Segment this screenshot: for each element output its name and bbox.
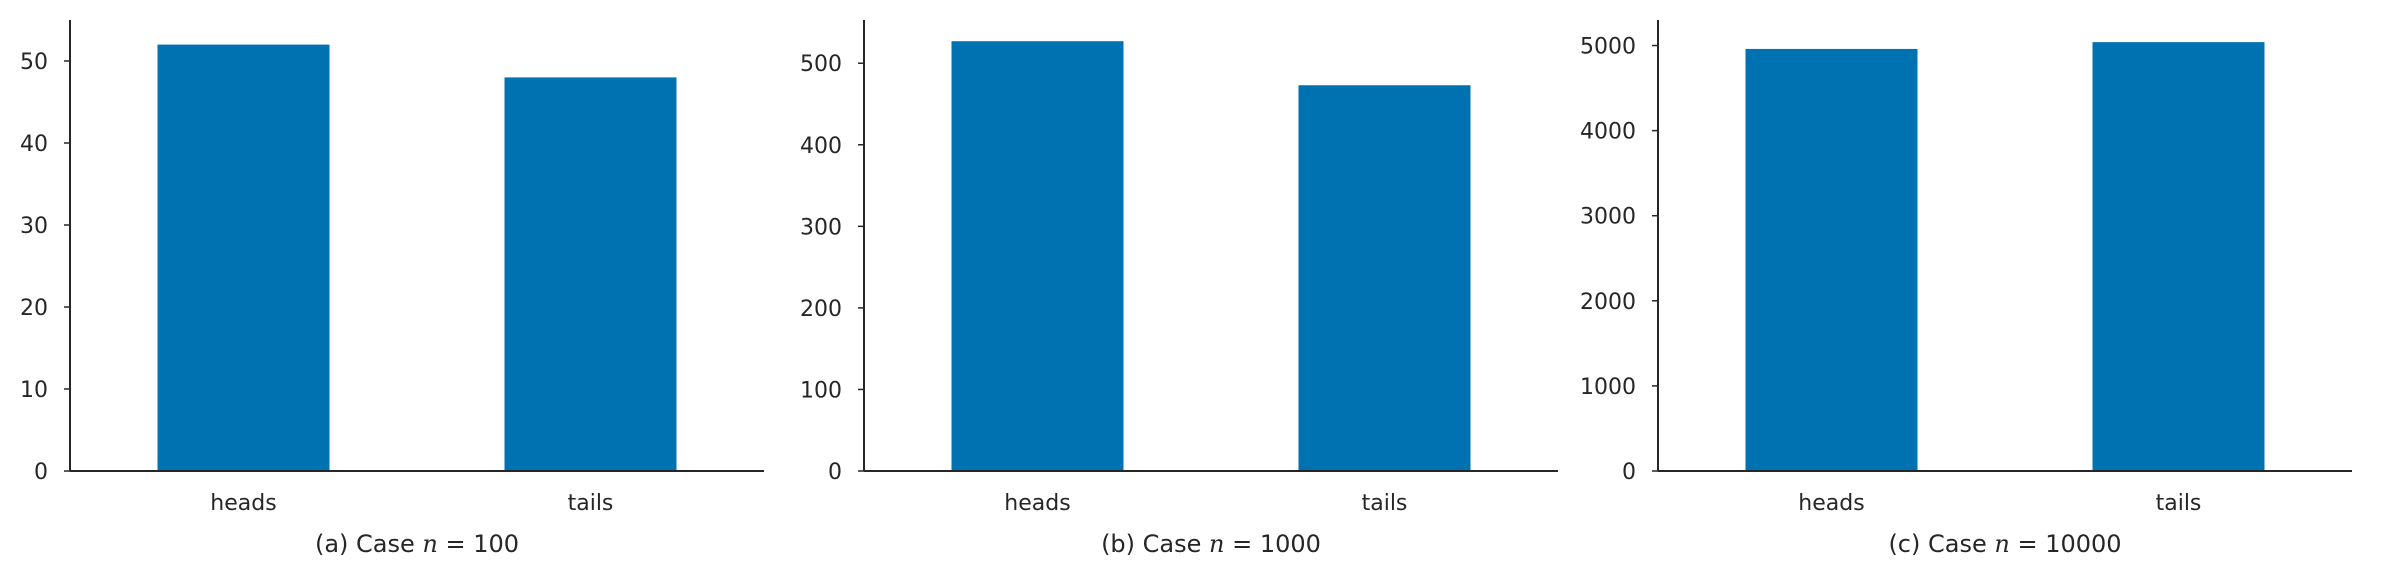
subfigure-caption-c: (c) Case n = 10000 bbox=[1888, 530, 2121, 558]
x-tick-label: tails bbox=[568, 491, 614, 516]
caption-equals: = bbox=[2010, 530, 2045, 558]
caption-value: 10000 bbox=[2045, 530, 2121, 558]
bar-a-heads bbox=[157, 44, 330, 471]
caption-variable: n bbox=[1994, 530, 2009, 558]
caption-equals: = bbox=[1224, 530, 1259, 558]
bar-c-tails bbox=[2092, 42, 2265, 472]
y-tick-label: 1000 bbox=[1580, 375, 1636, 400]
bar-a-tails bbox=[504, 77, 677, 472]
caption-equals: = bbox=[438, 530, 473, 558]
caption-variable: n bbox=[1209, 530, 1224, 558]
caption-variable: n bbox=[422, 530, 437, 558]
caption-prefix: (b) Case bbox=[1101, 530, 1209, 558]
x-tick-label: heads bbox=[1004, 491, 1070, 516]
y-tick-label: 500 bbox=[800, 52, 842, 77]
y-tick-label: 20 bbox=[20, 296, 48, 321]
y-tick-label: 0 bbox=[1622, 460, 1636, 485]
caption-prefix: (c) Case bbox=[1888, 530, 1994, 558]
chart-panel-c: 0 1000 2000 3000 4000 5000 heads tails (c) Case … bbox=[1580, 20, 2352, 558]
subfigure-caption-b: (b) Case n = 1000 bbox=[1101, 530, 1321, 558]
y-tick-label: 40 bbox=[20, 132, 48, 157]
x-tick-label: heads bbox=[210, 491, 276, 516]
bar-c-heads bbox=[1745, 48, 1918, 472]
y-tick-label: 300 bbox=[800, 215, 842, 240]
y-tick-label: 0 bbox=[828, 460, 842, 485]
caption-value: 1000 bbox=[1260, 530, 1321, 558]
y-tick-label: 400 bbox=[800, 134, 842, 159]
chart-panel-a: 0 10 20 30 40 50 heads tails (a) Case n = 100 bbox=[20, 20, 764, 558]
chart-panel-b: 0 100 200 300 400 500 heads tails (b) Case n = 1… bbox=[800, 20, 1558, 558]
x-tick-label: tails bbox=[2156, 491, 2202, 516]
y-tick-label: 200 bbox=[800, 297, 842, 322]
y-tick-label: 5000 bbox=[1580, 35, 1636, 60]
bar-b-tails bbox=[1298, 85, 1471, 471]
y-tick-label: 2000 bbox=[1580, 290, 1636, 315]
caption-value: 100 bbox=[473, 530, 519, 558]
y-tick-label: 3000 bbox=[1580, 205, 1636, 230]
y-tick-label: 100 bbox=[800, 378, 842, 403]
y-tick-label: 10 bbox=[20, 378, 48, 403]
subfigure-caption-a: (a) Case n = 100 bbox=[315, 530, 519, 558]
y-tick-label: 50 bbox=[20, 50, 48, 75]
x-tick-label: tails bbox=[1362, 491, 1408, 516]
caption-prefix: (a) Case bbox=[315, 530, 422, 558]
y-tick-label: 0 bbox=[34, 460, 48, 485]
y-tick-label: 4000 bbox=[1580, 120, 1636, 145]
x-tick-label: heads bbox=[1798, 491, 1864, 516]
y-tick-label: 30 bbox=[20, 214, 48, 239]
bar-b-heads bbox=[951, 41, 1124, 471]
